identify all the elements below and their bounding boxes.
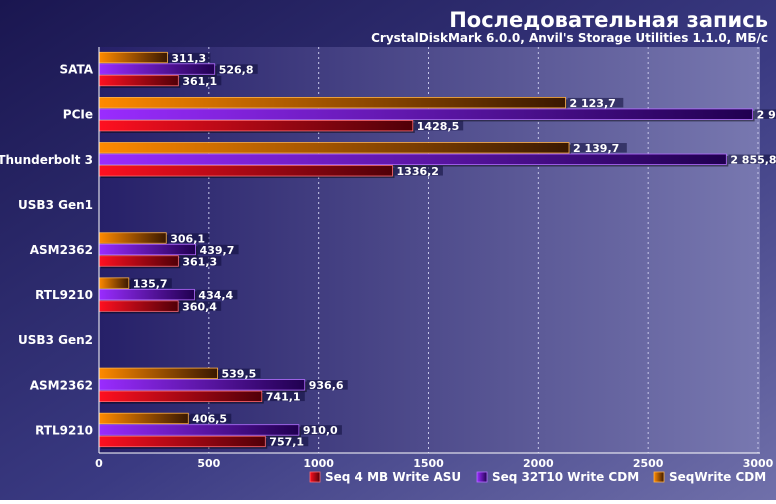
data-label-bg — [219, 368, 261, 379]
category-label: USB3 Gen2 — [18, 333, 93, 347]
x-tick-label: 2000 — [523, 457, 554, 470]
data-label: 2 123,7 — [570, 97, 616, 110]
legend-swatch — [476, 471, 488, 483]
data-label: 361,3 — [182, 255, 217, 268]
bar — [98, 63, 216, 75]
data-label: 741,1 — [266, 391, 301, 404]
data-label: 361,1 — [182, 75, 217, 88]
legend-label: Seq 32T10 Write CDM — [492, 470, 639, 484]
data-label-bg — [754, 109, 776, 119]
data-label-bg — [197, 244, 239, 255]
x-tick-label: 1000 — [303, 457, 334, 470]
data-label-bg — [196, 289, 238, 300]
data-label-bg — [216, 64, 258, 74]
legend-label: SeqWrite CDM — [669, 470, 766, 484]
bar — [98, 97, 566, 109]
data-label-bg — [571, 143, 627, 153]
data-label: 539,5 — [222, 368, 257, 381]
data-label-bg — [306, 380, 348, 390]
data-label-bg — [168, 233, 210, 243]
data-label-bg — [300, 425, 342, 435]
bar — [98, 232, 167, 244]
bar — [98, 379, 306, 391]
data-label-bg — [190, 413, 232, 424]
bar — [98, 108, 754, 120]
data-label: 406,5 — [192, 413, 227, 426]
x-tick-label: 1500 — [413, 457, 444, 470]
data-label: 135,7 — [133, 277, 168, 290]
legend-label: Seq 4 MB Write ASU — [325, 470, 461, 484]
bar — [98, 255, 179, 267]
data-label-bg — [180, 301, 222, 311]
data-label-bg — [267, 436, 309, 447]
data-label-bg — [130, 278, 172, 288]
data-label: 2 855,8 — [730, 154, 776, 167]
bar — [98, 153, 727, 165]
bar — [98, 424, 300, 436]
data-label-bg — [263, 391, 305, 402]
data-label: 2 139,7 — [573, 142, 619, 155]
data-label-bg — [394, 166, 443, 176]
bar — [98, 300, 179, 312]
category-labels: SATA PCIe Thunderbolt 3 USB3 Gen1 ASM2362 RTL… — [0, 63, 94, 438]
x-tick-label: 500 — [197, 457, 220, 470]
x-tick-label: 3000 — [743, 457, 774, 470]
bar — [98, 288, 195, 301]
chart-subtitle: CrystalDiskMark 6.0.0, Anvil's Storage U… — [371, 31, 768, 45]
data-label-bg — [180, 75, 222, 86]
data-label: 2 975,5 — [757, 108, 776, 121]
data-label: 910,0 — [303, 424, 338, 437]
category-label: ASM2362 — [30, 378, 93, 392]
data-label: 1336,2 — [397, 165, 439, 178]
category-label: RTL9210 — [35, 288, 93, 302]
legend-swatch — [309, 471, 321, 483]
data-label: 526,8 — [219, 63, 254, 76]
bar — [98, 142, 570, 154]
legend: Seq 4 MB Write ASU Seq 32T10 Write CDM Seq… — [309, 470, 766, 484]
bar — [98, 367, 218, 379]
data-label-bg — [567, 97, 624, 108]
bar — [98, 51, 168, 64]
data-label-bg — [180, 256, 222, 266]
category-label: Thunderbolt 3 — [0, 153, 93, 167]
x-axis: 0 500 1000 1500 2000 2500 3000 — [95, 47, 774, 470]
bar — [98, 412, 189, 425]
chart-title: Последовательная запись — [449, 8, 768, 32]
data-label: 1428,5 — [417, 120, 459, 133]
x-tick-label: 2500 — [633, 457, 664, 470]
bar — [98, 120, 414, 132]
data-label: 434,4 — [198, 289, 233, 302]
bar — [98, 435, 266, 448]
bar — [98, 390, 263, 402]
category-label: RTL9210 — [35, 423, 93, 437]
legend-swatch — [653, 471, 665, 483]
bar — [98, 74, 179, 87]
category-label: ASM2362 — [30, 243, 93, 257]
data-label: 936,6 — [309, 379, 344, 392]
x-tick-label: 0 — [95, 457, 103, 470]
category-label: SATA — [59, 63, 93, 77]
data-label: 311,3 — [171, 52, 206, 65]
data-label: 306,1 — [170, 232, 205, 245]
data-label: 757,1 — [269, 436, 304, 449]
data-label: 360,4 — [182, 300, 217, 313]
data-label-bg — [414, 120, 464, 131]
data-label-bg — [728, 154, 776, 165]
bar — [98, 277, 130, 289]
bar — [98, 243, 196, 256]
bar — [98, 165, 393, 177]
category-label: USB3 Gen1 — [18, 198, 93, 212]
data-label-bg — [169, 52, 211, 63]
data-label: 439,7 — [200, 244, 235, 257]
category-label: PCIe — [63, 108, 93, 122]
